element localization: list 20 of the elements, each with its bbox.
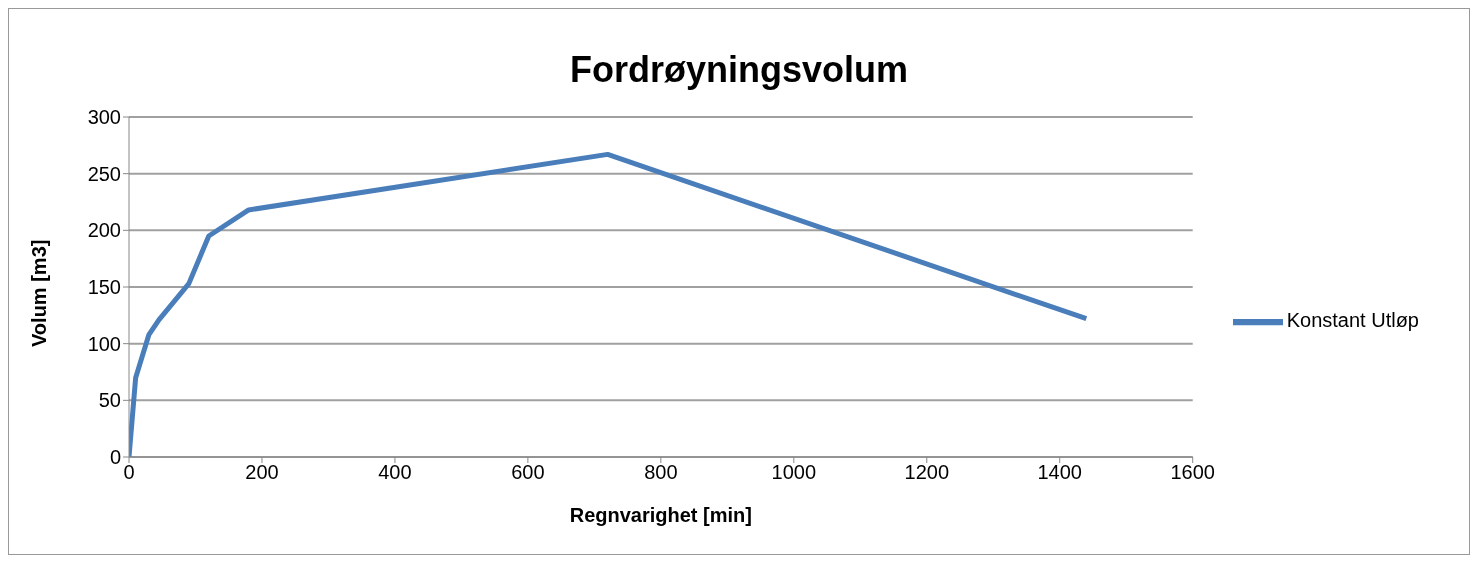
y-tick-label: 150	[87, 276, 121, 299]
chart-title: Fordrøyningsvolum	[569, 49, 909, 92]
x-tick-label: 600	[511, 461, 545, 484]
y-tick-label: 300	[87, 106, 121, 129]
x-tick-label: 1400	[1037, 461, 1082, 484]
x-axis-title: Regnvarighet [min]	[569, 504, 752, 526]
y-tick-label: 200	[87, 219, 121, 242]
x-tick-label: 1200	[904, 461, 950, 484]
x-tick-label: 400	[378, 461, 412, 484]
y-tick-label: 0	[109, 446, 121, 469]
y-tick-label: 250	[87, 162, 121, 185]
y-axis-title: Volum [m3]	[28, 239, 51, 347]
x-tick-label: 1000	[771, 461, 817, 484]
legend-label: Konstant Utløp	[1286, 309, 1419, 332]
y-tick-label: 50	[98, 389, 121, 412]
x-tick-label: 0	[123, 461, 135, 484]
x-tick-label: 800	[644, 461, 678, 484]
x-tick-label: 1600	[1170, 461, 1215, 484]
y-tick-label: 100	[87, 332, 121, 355]
x-tick-label: 200	[245, 461, 279, 484]
